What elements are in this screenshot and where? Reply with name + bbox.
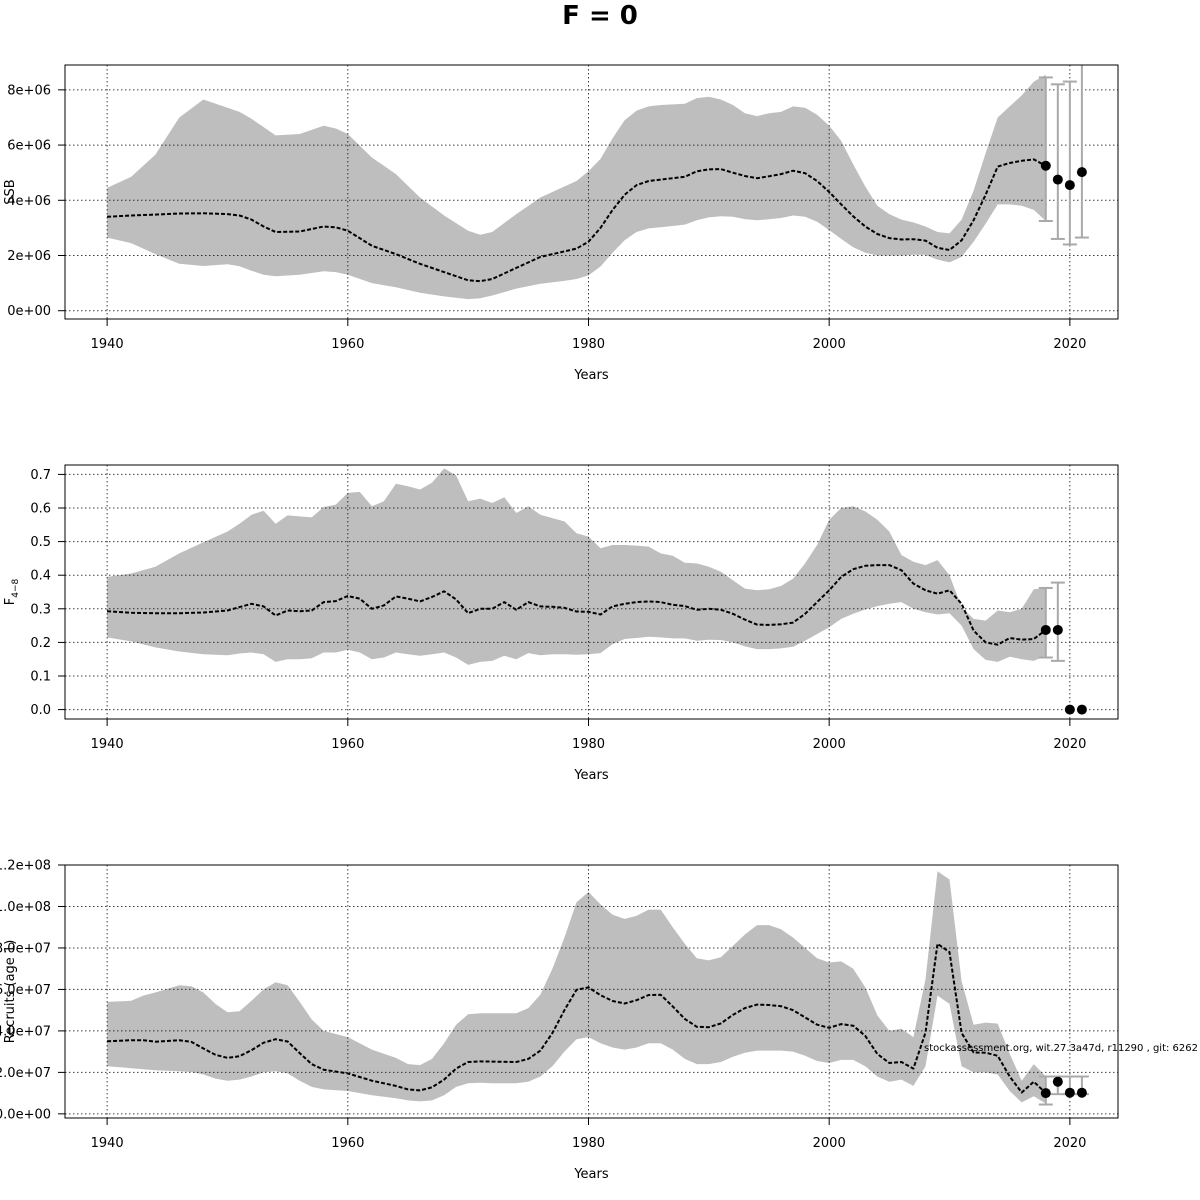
recruits-estimate-line — [107, 942, 1047, 1094]
ssb-ytick-label: 4e+06 — [7, 194, 51, 209]
ssb-forecast-point — [1064, 180, 1075, 191]
ssb-xtick-label: 1960 — [331, 337, 364, 352]
f-xtick-label: 1980 — [572, 737, 605, 752]
ssb-forecast-errorbar — [1050, 83, 1065, 240]
ssb-xaxis-label: Years — [573, 368, 609, 383]
f-panel: 1940 1960 1980 2000 2020 0.0 0.1 0.2 0.3 0.4 0.5 0.… — [3, 464, 1119, 783]
f-xaxis-label: Years — [573, 768, 609, 783]
ssb-forecast-point — [1040, 160, 1051, 171]
f-yaxis-label: F4−8 — [3, 578, 21, 605]
recruits-xtick-label: 1980 — [572, 1136, 605, 1151]
ssb-confidence-band — [107, 74, 1046, 300]
ssb-plot-frame — [64, 64, 1119, 320]
f-forecast-errorbar — [1050, 581, 1065, 662]
recruits-xtick-label: 1960 — [331, 1136, 364, 1151]
recruits-forecast-point — [1064, 1087, 1075, 1098]
ssb-ytick-label: 0e+00 — [7, 304, 51, 319]
f-yaxis-label-subscript: 4−8 — [11, 578, 21, 597]
recruits-plot-frame — [64, 864, 1119, 1119]
recruits-panel: 1940 1960 1980 2000 2020 0.0e+00 2.0e+07 4.0e+0… — [0, 859, 1119, 1182]
recruits-ytick-label: 1.2e+08 — [0, 859, 51, 874]
f-xtick-label: 2000 — [813, 737, 846, 752]
ssb-forecast-point — [1052, 174, 1063, 185]
f-ytick-label: 0.2 — [30, 636, 51, 651]
ssb-xtick-label: 1980 — [572, 337, 605, 352]
recruits-forecast-point — [1076, 1087, 1087, 1098]
recruits-forecast-point — [1052, 1076, 1063, 1087]
f-ytick-label: 0.3 — [30, 602, 51, 617]
recruits-ytick-label: 8.0e+07 — [0, 941, 51, 956]
f-forecast-point — [1052, 624, 1063, 635]
ssb-ytick-label: 6e+06 — [7, 139, 51, 154]
recruits-xtick-label: 2000 — [813, 1136, 846, 1151]
f-ytick-label: 0.5 — [30, 535, 51, 550]
recruits-xtick-label: 1940 — [91, 1136, 124, 1151]
f-ytick-label: 0.7 — [30, 468, 51, 483]
ssb-panel: 1940 1960 1980 2000 2020 0e+00 2e+06 4e+06 6e+06… — [3, 64, 1119, 383]
recruits-ytick-label: 1.0e+08 — [0, 900, 51, 915]
ssb-forecast-point — [1076, 167, 1087, 178]
ssb-ytick-label: 8e+06 — [7, 83, 51, 98]
f-forecast-point — [1040, 624, 1051, 635]
f-forecast-errorbar — [1038, 586, 1053, 659]
ssb-xtick-label: 1940 — [91, 337, 124, 352]
ssb-forecast-errorbar — [1062, 80, 1077, 246]
recruits-forecast-point — [1040, 1088, 1051, 1099]
f-xtick-label: 2020 — [1053, 737, 1086, 752]
f-xtick-label: 1960 — [331, 737, 364, 752]
f-confidence-band — [107, 468, 1046, 665]
f-ytick-label: 0.0 — [30, 703, 51, 718]
ssb-ytick-label: 2e+06 — [7, 249, 51, 264]
recruits-ytick-label: 2.0e+07 — [0, 1066, 51, 1081]
ssb-forecast-errorbar — [1074, 65, 1089, 239]
ssb-yaxis-label: SSB — [3, 179, 18, 204]
recruits-xtick-label: 2020 — [1053, 1136, 1086, 1151]
page-title: F = 0 — [562, 1, 638, 31]
f-plot-frame — [64, 464, 1119, 720]
recruits-yaxis-label: Recruits (age 1) — [3, 940, 18, 1044]
watermark-text: stockassessment.org, wit.27.3a47d, r1129… — [924, 1043, 1198, 1054]
recruits-ytick-label: 6.0e+07 — [0, 983, 51, 998]
recruits-xaxis-label: Years — [573, 1167, 609, 1182]
f-ytick-label: 0.4 — [30, 569, 51, 584]
ssb-xtick-label: 2000 — [813, 337, 846, 352]
f-xtick-label: 1940 — [91, 737, 124, 752]
f-forecast-point — [1076, 704, 1087, 715]
recruits-ytick-label: 0.0e+00 — [0, 1107, 51, 1122]
f-ytick-label: 0.1 — [30, 669, 51, 684]
f-forecast-point — [1064, 704, 1075, 715]
f-estimate-line — [107, 564, 1047, 646]
recruits-ytick-label: 4.0e+07 — [0, 1024, 51, 1039]
recruits-confidence-band — [107, 871, 1046, 1104]
ssb-forecast-errorbar — [1038, 76, 1053, 222]
ssb-estimate-line — [107, 158, 1047, 283]
f-ytick-label: 0.6 — [30, 502, 51, 517]
ssb-xtick-label: 2020 — [1053, 337, 1086, 352]
